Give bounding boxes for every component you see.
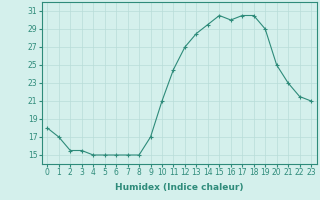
X-axis label: Humidex (Indice chaleur): Humidex (Indice chaleur): [115, 183, 244, 192]
